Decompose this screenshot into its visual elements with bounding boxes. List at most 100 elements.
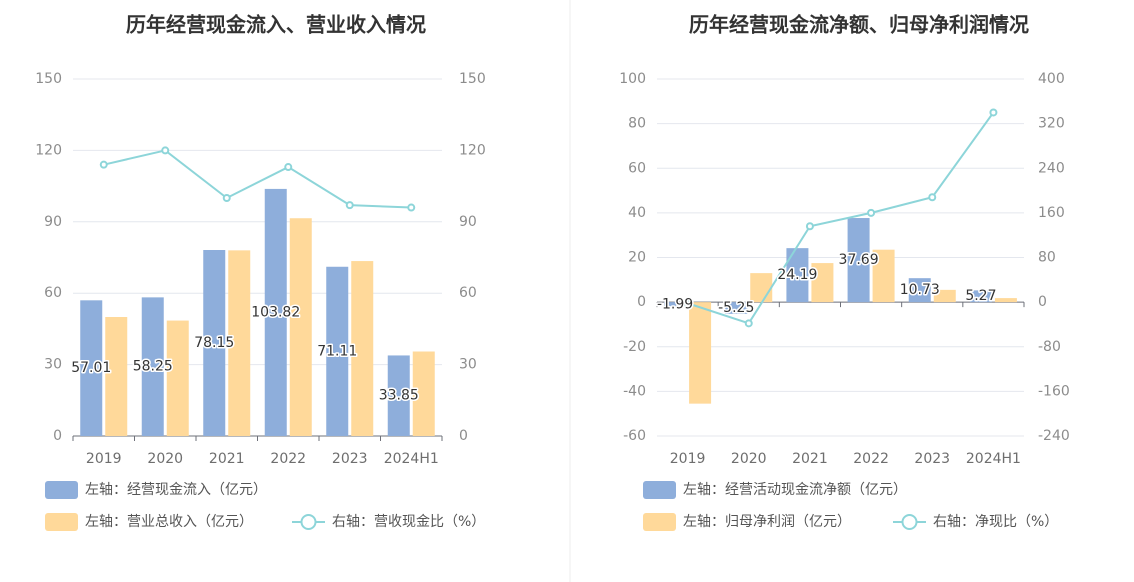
- bar: [141, 297, 164, 436]
- bar: [908, 278, 931, 303]
- x-axis-label: 2022: [853, 451, 889, 467]
- right-axis-tick: 400: [1038, 71, 1065, 87]
- bar: [664, 302, 687, 307]
- bar: [351, 261, 374, 436]
- legend-label: 左轴：经营现金流入（亿元）: [85, 482, 267, 498]
- bar: [387, 355, 410, 436]
- left-axis-tick: 0: [53, 428, 62, 444]
- series-line: [103, 149, 412, 209]
- line-point: [99, 160, 108, 169]
- x-axis-label: 2023: [914, 451, 950, 467]
- legend-label: 右轴：营收现金比（%）: [332, 514, 485, 530]
- right-axis-tick: 150: [459, 71, 486, 87]
- bar: [289, 218, 312, 436]
- right-axis-tick: -80: [1038, 339, 1061, 355]
- line-point: [805, 222, 814, 231]
- line-point: [867, 208, 876, 217]
- legend-swatch: [45, 513, 78, 531]
- line-point: [222, 194, 231, 202]
- line-point: [683, 299, 692, 308]
- legend-swatch: [45, 481, 78, 499]
- data-label: -1.99: [657, 296, 693, 312]
- left-axis-tick: 100: [619, 71, 646, 87]
- bar: [105, 317, 128, 436]
- left-axis-tick: 60: [628, 160, 646, 176]
- right-axis-tick: 80: [1038, 250, 1056, 266]
- bar: [994, 298, 1017, 303]
- line-point: [345, 201, 354, 210]
- bar: [847, 218, 870, 303]
- data-label: 33.85: [379, 388, 419, 404]
- bar: [412, 351, 435, 436]
- data-label: 10.73: [900, 282, 940, 298]
- bar: [689, 302, 712, 404]
- bar: [750, 273, 773, 303]
- left-axis-tick: 90: [44, 214, 62, 230]
- right-axis-tick: -240: [1038, 428, 1070, 444]
- right-axis-tick: 30: [459, 357, 477, 373]
- bar: [786, 248, 809, 303]
- x-axis-label: 2021: [209, 451, 245, 467]
- x-axis-label: 2022: [270, 451, 306, 467]
- bar: [969, 290, 992, 303]
- left-axis-tick: 80: [628, 116, 646, 132]
- line-point: [284, 163, 293, 172]
- right-axis-tick: 240: [1038, 160, 1065, 176]
- data-label: 71.11: [317, 343, 357, 359]
- chart-title: 历年经营现金流净额、归母净利润情况: [689, 13, 1029, 37]
- right-axis-tick: 60: [459, 285, 477, 301]
- legend-label: 左轴：归母净利润（亿元）: [683, 513, 851, 530]
- line-point: [161, 146, 170, 155]
- bar: [228, 250, 251, 436]
- data-label: -5.25: [718, 300, 754, 316]
- bar: [166, 320, 189, 436]
- data-label: 57.01: [71, 360, 111, 376]
- left-axis-tick: -60: [623, 428, 646, 444]
- series-line: [687, 111, 995, 325]
- right-axis-tick: 120: [459, 142, 486, 158]
- left-axis-tick: 30: [44, 357, 62, 373]
- legend-label: 左轴：营业总收入（亿元）: [85, 514, 253, 530]
- left-axis-tick: 120: [35, 142, 62, 158]
- left-axis-tick: -40: [623, 383, 646, 399]
- line-point: [744, 319, 753, 328]
- line-point: [989, 108, 998, 117]
- bar: [872, 249, 895, 303]
- bar: [264, 188, 287, 436]
- left-axis-tick: 0: [637, 294, 646, 310]
- bar: [326, 266, 349, 436]
- right-axis-tick: 160: [1038, 205, 1065, 221]
- data-label: 58.25: [133, 359, 173, 375]
- x-axis-label: 2019: [86, 451, 122, 467]
- bar: [811, 263, 834, 303]
- line-point: [928, 193, 937, 202]
- x-axis-label: 2024H1: [384, 451, 439, 467]
- left-axis-tick: 20: [628, 250, 646, 266]
- x-axis-label: 2019: [670, 451, 706, 467]
- legend-marker: [901, 514, 918, 530]
- right-axis-tick: 90: [459, 214, 477, 230]
- left-axis-tick: 150: [35, 71, 62, 87]
- legend-swatch: [643, 481, 676, 499]
- bar: [725, 302, 748, 314]
- data-label: 103.82: [251, 304, 300, 320]
- x-axis-label: 2024H1: [966, 451, 1021, 467]
- left-axis-tick: -20: [623, 339, 646, 355]
- data-label: 37.69: [839, 252, 879, 268]
- chart-title: 历年经营现金流入、营业收入情况: [126, 13, 426, 37]
- bar: [933, 289, 956, 303]
- right-axis-tick: 0: [459, 428, 468, 444]
- legend-swatch: [643, 513, 676, 531]
- right-axis-tick: -160: [1038, 383, 1070, 399]
- bar: [80, 300, 103, 436]
- data-label: 5.27: [965, 288, 996, 304]
- legend-marker: [300, 514, 317, 530]
- right-axis-tick: 320: [1038, 116, 1065, 132]
- right-axis-tick: 0: [1038, 294, 1047, 310]
- legend-label: 右轴：净现比（%）: [933, 514, 1058, 530]
- left-axis-tick: 60: [44, 285, 62, 301]
- x-axis-label: 2020: [147, 451, 183, 467]
- x-axis-label: 2021: [792, 451, 828, 467]
